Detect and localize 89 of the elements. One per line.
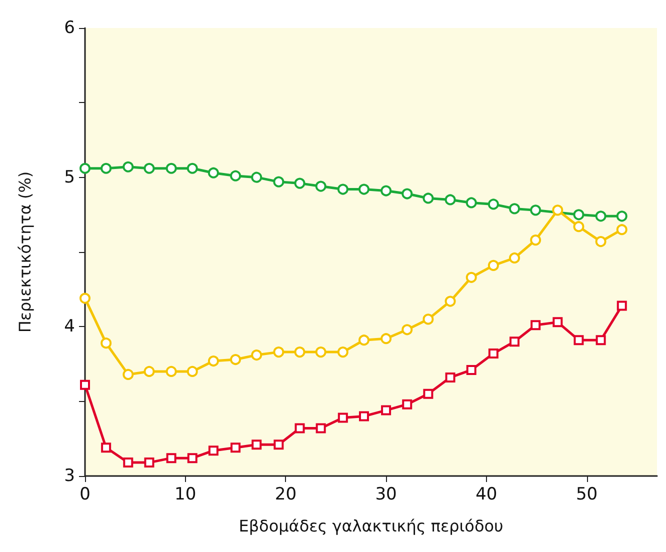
point [574, 335, 584, 346]
y-axis-title: Περιεκτικότητα (%) [16, 171, 34, 333]
point [595, 210, 606, 222]
point [488, 348, 498, 359]
point [294, 423, 305, 434]
point [144, 366, 155, 377]
point [294, 178, 306, 189]
point [80, 292, 90, 304]
point [100, 162, 112, 174]
point [252, 440, 262, 450]
point [358, 184, 370, 195]
point [595, 236, 606, 248]
x-tick-label: 20 [274, 484, 297, 504]
point [466, 364, 476, 375]
point [530, 234, 542, 246]
point [616, 224, 628, 236]
point [358, 411, 369, 422]
point [616, 300, 627, 311]
point [123, 458, 134, 468]
x-axis-title: Εβδομάδες γαλακτικής περιόδου [238, 516, 504, 536]
point [122, 368, 134, 380]
point [510, 336, 520, 347]
point [380, 185, 392, 196]
point [230, 170, 242, 182]
y-tick-label: 5 [64, 167, 75, 188]
point [552, 317, 563, 328]
point [315, 346, 326, 358]
point [316, 423, 326, 434]
point [273, 346, 284, 358]
point [80, 162, 90, 174]
point [294, 346, 306, 358]
x-tick-label: 0 [80, 484, 90, 504]
point [187, 453, 198, 464]
point [251, 172, 262, 183]
y-tick-label: 4 [64, 316, 75, 337]
point [402, 399, 412, 410]
point [186, 366, 198, 377]
point [230, 442, 241, 453]
point [488, 260, 499, 271]
point [466, 272, 477, 283]
point [358, 334, 370, 346]
point [509, 252, 520, 264]
point [402, 324, 413, 336]
point [381, 405, 392, 416]
point [573, 209, 584, 220]
point [273, 176, 284, 188]
point [208, 446, 218, 456]
point [144, 162, 155, 174]
point [488, 198, 499, 210]
y-tick-label: 3 [64, 466, 75, 486]
point [80, 380, 90, 390]
point [444, 296, 456, 307]
point [122, 161, 134, 172]
point [166, 366, 177, 377]
point [422, 314, 434, 325]
point [573, 221, 584, 232]
point [274, 440, 284, 450]
point [208, 356, 219, 367]
point [530, 204, 542, 216]
point [100, 338, 112, 349]
point [423, 388, 434, 399]
x-tick-label: 30 [375, 484, 397, 504]
point [166, 162, 177, 174]
point [444, 194, 456, 206]
point [230, 354, 242, 366]
point [144, 458, 154, 468]
point [616, 210, 628, 222]
point [186, 162, 198, 174]
point [101, 442, 112, 453]
point [251, 350, 262, 361]
point [466, 197, 477, 208]
point [208, 167, 219, 178]
point [402, 188, 413, 200]
y-tick-label: 6 [64, 18, 75, 38]
x-tick-label: 50 [576, 484, 598, 504]
x-tick-label: 10 [174, 484, 196, 504]
point [552, 204, 564, 216]
point [315, 180, 326, 192]
x-tick-label: 40 [476, 484, 498, 504]
point [337, 346, 348, 358]
point [509, 203, 520, 214]
point [380, 333, 392, 344]
point [422, 192, 434, 204]
point [445, 372, 456, 382]
point [338, 412, 348, 423]
point [337, 184, 348, 195]
point [530, 320, 541, 330]
point [166, 453, 176, 464]
point [596, 335, 606, 346]
